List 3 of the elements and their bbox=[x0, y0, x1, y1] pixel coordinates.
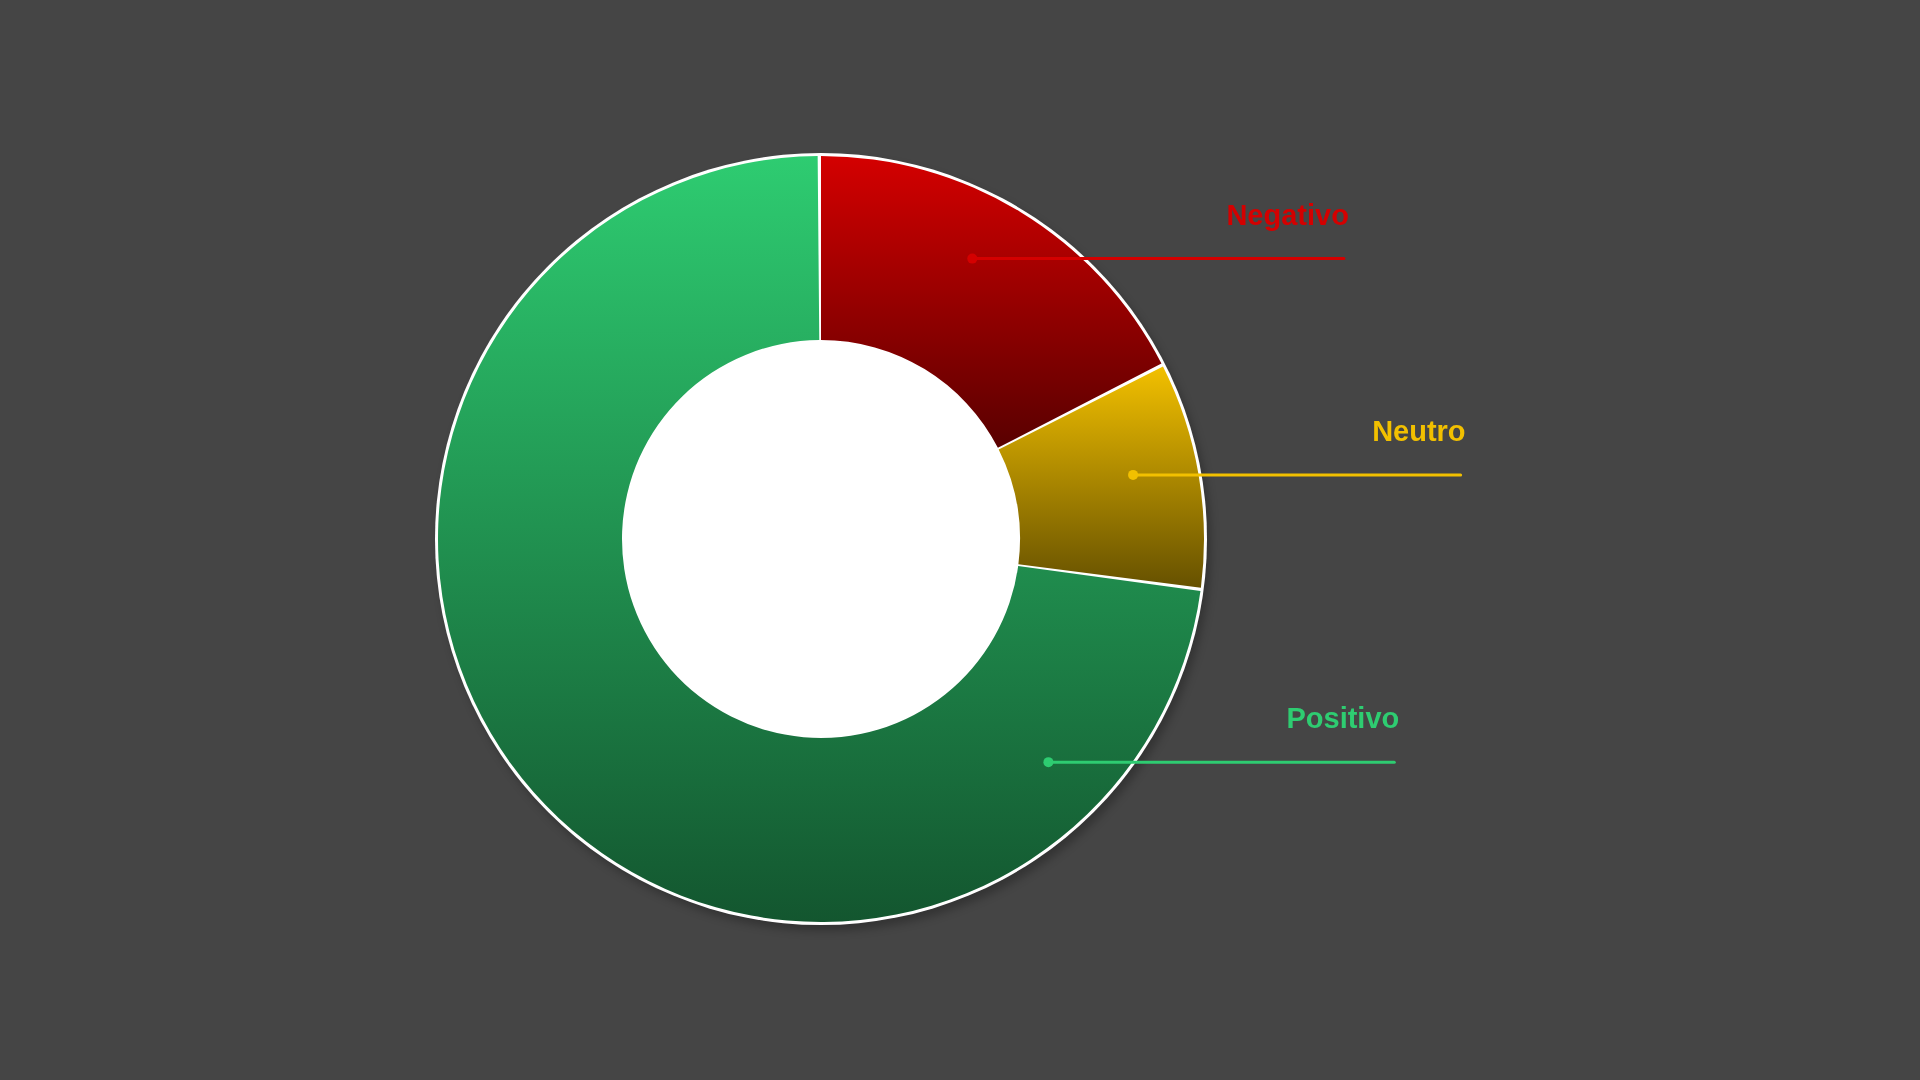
slice-label: Positivo bbox=[1286, 702, 1400, 735]
slice-label: Neutro bbox=[1372, 414, 1466, 447]
slice-label: Negativo bbox=[1226, 198, 1349, 231]
